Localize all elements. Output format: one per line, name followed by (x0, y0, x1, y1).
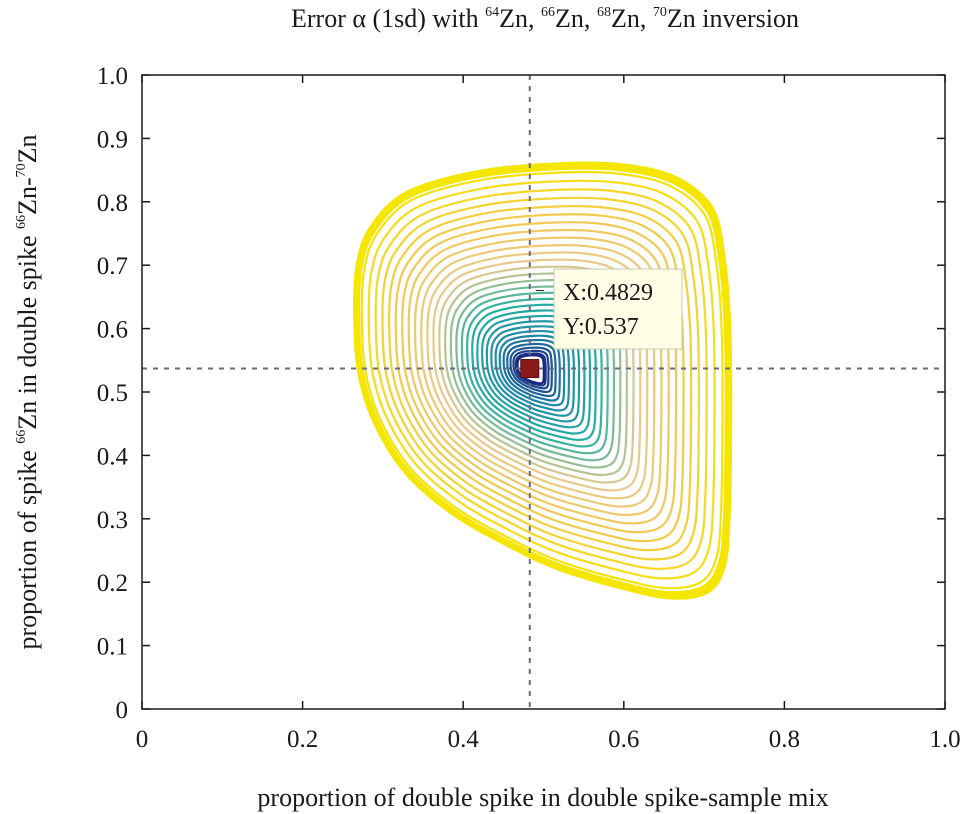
contour-line (407, 228, 670, 525)
x-tick-label: 0.8 (769, 726, 800, 753)
datatip[interactable]: X:0.4829 Y:0.537 (553, 268, 683, 350)
contour-line (438, 265, 635, 484)
y-axis-label: proportion of spike 66Zn in double spike… (13, 134, 42, 649)
contour-line (394, 213, 685, 543)
contour-line (490, 325, 575, 417)
contour-line (514, 352, 547, 387)
contour-line-outer (357, 167, 728, 594)
contour-line (420, 244, 656, 508)
y-tick-label: 0.5 (97, 380, 128, 407)
contour-line (494, 329, 571, 412)
y-tick-label: 0.9 (97, 126, 128, 153)
contour-line (388, 204, 693, 552)
y-tick-label: 0 (116, 697, 129, 724)
x-tick-label: 0.6 (608, 726, 639, 753)
contour-line (426, 251, 649, 500)
crosshair (142, 75, 945, 709)
y-tick-label: 1.0 (97, 63, 128, 90)
x-tick-label: 0.2 (287, 726, 318, 753)
contour-line (444, 272, 628, 477)
contour-line (471, 303, 597, 441)
contour-line (466, 297, 603, 448)
x-tick-label: 0.4 (448, 726, 480, 753)
contour-line (481, 314, 586, 429)
contour-line (509, 346, 553, 394)
chart-title: Error α (1sd) with 64Zn, 66Zn, 68Zn, 70Z… (291, 4, 799, 33)
contour-line (498, 334, 566, 407)
y-tick-label: 0.8 (97, 190, 128, 217)
contour-line (455, 285, 616, 462)
contour-line (381, 196, 700, 561)
datatip-box (553, 268, 683, 350)
contour-line (506, 342, 557, 398)
y-tick-label: 0.4 (97, 443, 129, 470)
contour-line (401, 221, 678, 534)
contour-line (502, 338, 561, 402)
x-tick-label: 0 (136, 726, 149, 753)
y-tick-label: 0.7 (97, 253, 128, 280)
contour-line (449, 278, 622, 469)
datatip-y: Y:0.537 (563, 314, 639, 340)
x-axis-ticks: 0 0.2 0.4 0.6 0.8 1.0 (136, 75, 961, 753)
contour-line (367, 179, 716, 580)
contour-line (460, 291, 609, 455)
optimum-point[interactable] (520, 290, 544, 379)
x-tick-label: 1.0 (929, 726, 960, 753)
contour-line (485, 320, 581, 423)
y-tick-label: 0.2 (97, 570, 128, 597)
contour-line (512, 349, 550, 390)
contour-line (374, 188, 708, 570)
x-axis-label: proportion of double spike in double spi… (257, 783, 828, 812)
optimum-marker[interactable] (520, 359, 540, 379)
contour-lines (353, 161, 733, 600)
contour-line (360, 170, 724, 590)
y-tick-label: 0.6 (97, 317, 128, 344)
contour-line (476, 309, 592, 435)
y-tick-label: 0.1 (97, 634, 128, 661)
y-axis-ticks: 0 0.1 0.2 0.3 0.4 0.5 0.6 0.7 0.8 0.9 1.0 (97, 63, 945, 724)
contour-line (432, 258, 642, 492)
contour-line (413, 236, 663, 516)
datatip-x: X:0.4829 (563, 280, 653, 306)
y-tick-label: 0.3 (97, 507, 128, 534)
